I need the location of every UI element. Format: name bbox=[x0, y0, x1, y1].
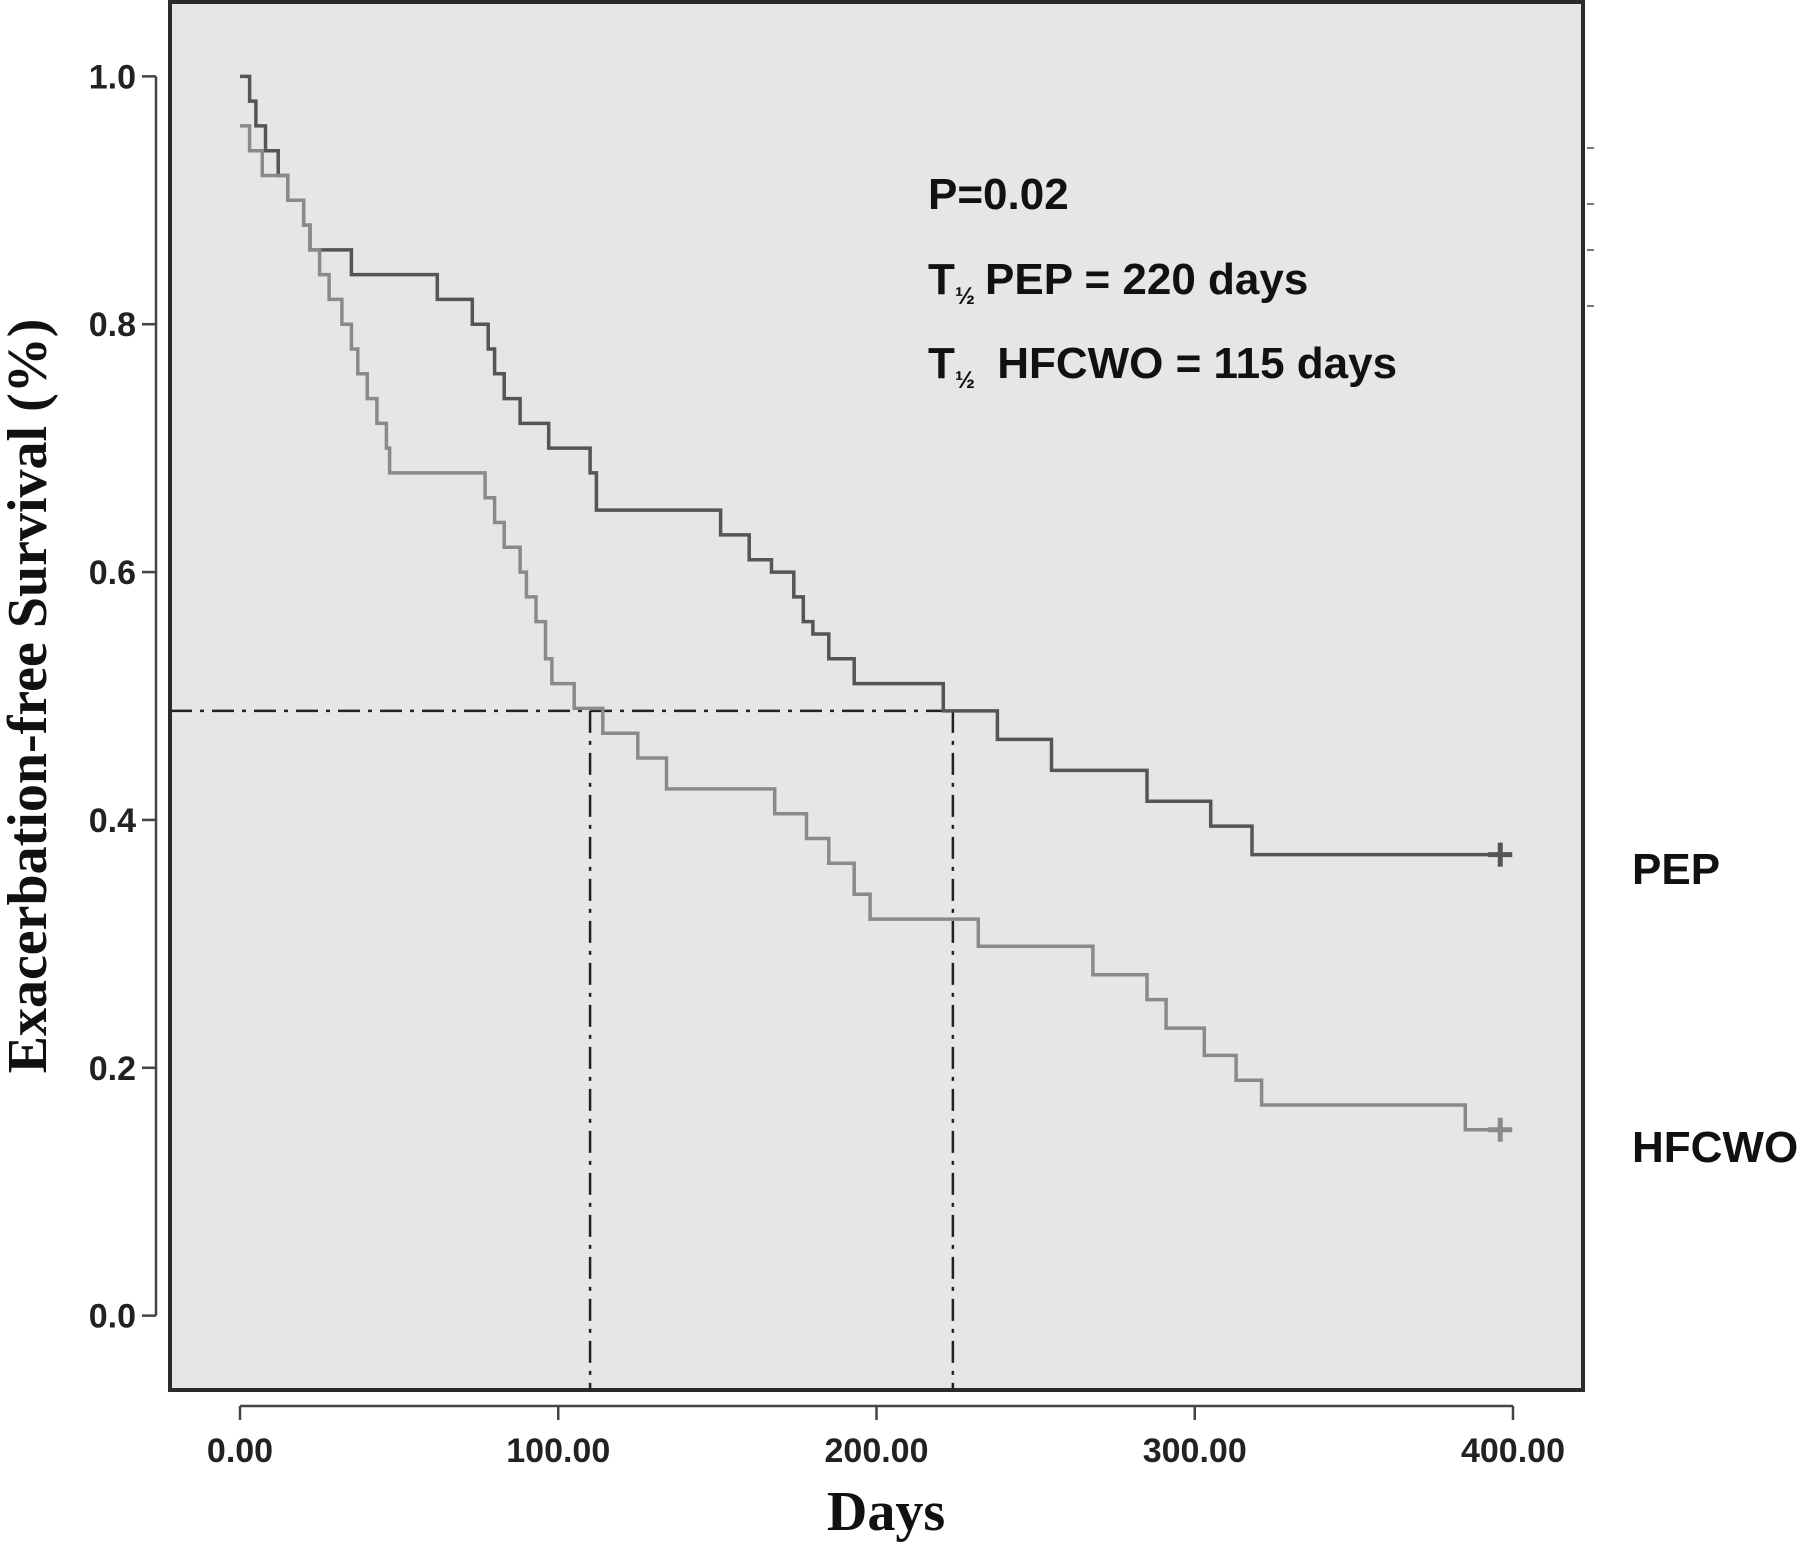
censor-mark-pep bbox=[1488, 842, 1513, 867]
y-tick-label: 0.0 bbox=[89, 1298, 136, 1336]
right-edge-ticks bbox=[1587, 147, 1594, 307]
x-tick-label: 100.00 bbox=[506, 1432, 610, 1470]
censor-mark-hfcwo bbox=[1488, 1117, 1513, 1142]
y-axis: 0.0 0.2 0.4 0.6 0.8 1.0 bbox=[89, 58, 158, 1336]
y-tick-label: 0.8 bbox=[89, 306, 136, 344]
hfcwo-halflife-t: T bbox=[928, 339, 955, 388]
plot-frame bbox=[168, 0, 1585, 1392]
series-layer bbox=[240, 74, 1513, 1142]
pep-halflife-text: PEP = 220 days bbox=[985, 255, 1308, 304]
hfcwo-halflife-subscript: ½ bbox=[955, 367, 975, 394]
hfcwo-halflife-annotation: T ½ HFCWO = 115 days bbox=[928, 339, 1397, 394]
y-axis-title: Exacerbation-free Survival (%) bbox=[0, 319, 59, 1074]
pep-halflife-subscript: ½ bbox=[955, 283, 975, 310]
x-tick-label: 0.00 bbox=[207, 1432, 273, 1470]
x-tick-label: 300.00 bbox=[1143, 1432, 1247, 1470]
reference-lines bbox=[170, 709, 957, 1390]
y-tick-label: 0.2 bbox=[89, 1050, 136, 1088]
survival-curve-hfcwo bbox=[240, 124, 1501, 1132]
y-tick-label: 0.6 bbox=[89, 554, 136, 592]
x-axis: 0.00 100.00 200.00 300.00 400.00 bbox=[207, 1404, 1565, 1470]
x-axis-title: Days bbox=[827, 1481, 945, 1543]
x-tick-label: 200.00 bbox=[825, 1432, 929, 1470]
series-label-hfcwo: HFCWO bbox=[1632, 1123, 1798, 1172]
hfcwo-halflife-text: HFCWO = 115 days bbox=[985, 339, 1397, 388]
y-tick-label: 0.4 bbox=[89, 802, 136, 840]
pep-halflife-annotation: T ½ PEP = 220 days bbox=[928, 255, 1308, 310]
y-tick-label: 1.0 bbox=[89, 58, 136, 96]
x-tick-label: 400.00 bbox=[1461, 1432, 1565, 1470]
p-value-annotation: P=0.02 bbox=[928, 170, 1069, 219]
series-label-pep: PEP bbox=[1632, 845, 1720, 894]
pep-halflife-t: T bbox=[928, 255, 955, 304]
